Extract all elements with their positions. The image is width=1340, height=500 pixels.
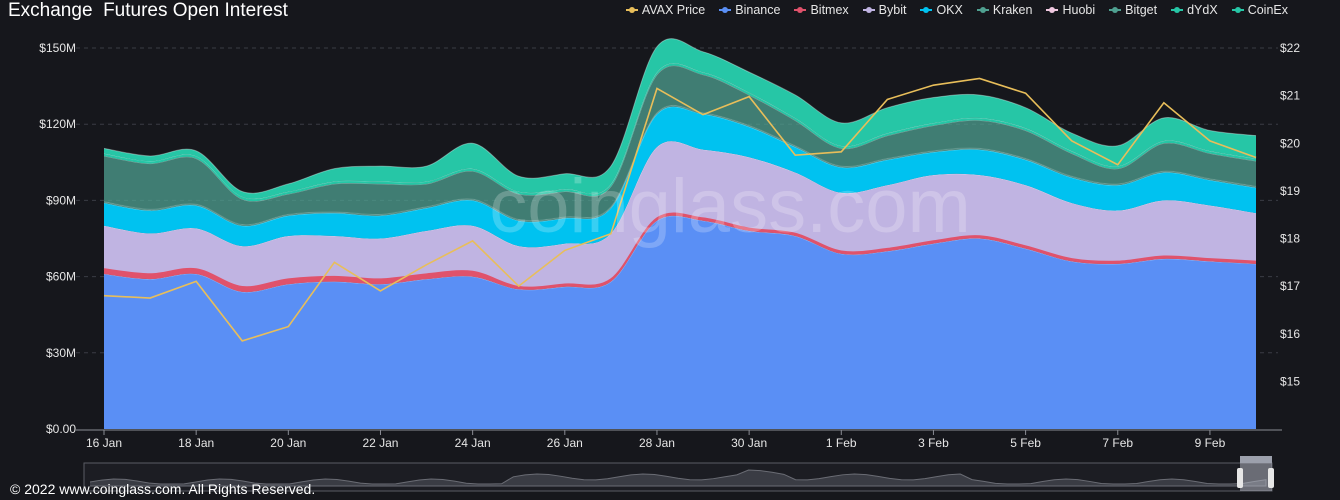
chart-legend: AVAX Price Binance Bitmex Bybit OKX Kraken Huo…: [625, 3, 1288, 17]
stacked-areas: [103, 38, 1257, 429]
watermark: coinglass.com: [489, 164, 971, 249]
chart-title: Exchange Futures Open Interest: [8, 0, 288, 21]
legend-label: Bitmex: [810, 3, 849, 17]
legend-swatch: [1171, 7, 1184, 13]
legend-swatch: [719, 7, 732, 13]
x-axis: 16 Jan 18 Jan 20 Jan 22 Jan 24 Jan 26 Jan 28 J…: [76, 429, 1282, 450]
legend-label: CoinEx: [1247, 3, 1288, 17]
legend-item-huobi[interactable]: Huobi: [1046, 3, 1095, 17]
legend-swatch: [625, 7, 638, 13]
bitmex-line: [103, 212, 1257, 289]
legend-item-bybit[interactable]: Bybit: [862, 3, 907, 17]
area-okx: [104, 106, 1256, 248]
legend-item-bitget[interactable]: Bitget: [1109, 3, 1157, 17]
y-left-tick: $90M: [46, 193, 76, 207]
x-tick-label: 20 Jan: [270, 436, 306, 450]
left-axis: $0.00 $30M $60M $90M $120M $150M: [39, 41, 76, 436]
y-left-tick: $60M: [46, 270, 76, 284]
legend-swatch: [1231, 7, 1244, 13]
legend-swatch: [794, 7, 807, 13]
y-right-tick: $19: [1280, 184, 1300, 198]
zoom-slider[interactable]: [83, 456, 1274, 492]
x-tick-label: 26 Jan: [547, 436, 583, 450]
legend-item-avax-price[interactable]: AVAX Price: [625, 3, 706, 17]
legend-label: Bybit: [878, 3, 907, 17]
x-tick-label: 24 Jan: [455, 436, 491, 450]
slider-preview: [89, 469, 1267, 487]
y-right-tick: $22: [1280, 41, 1300, 55]
y-left-tick: $150M: [39, 41, 76, 55]
legend-swatch: [1046, 7, 1059, 13]
legend-item-dydx[interactable]: dYdX: [1171, 3, 1218, 17]
y-right-tick: $15: [1280, 374, 1300, 388]
right-axis: $15 $16 $17 $18 $19 $20 $21 $22: [1280, 41, 1300, 388]
legend-label: dYdX: [1187, 3, 1218, 17]
x-tick-label: 3 Feb: [918, 436, 949, 450]
area-edge-coinex: [103, 38, 1257, 194]
y-left-tick: $120M: [39, 117, 76, 131]
x-tick-label: 30 Jan: [731, 436, 767, 450]
x-tick-label: 18 Jan: [178, 436, 214, 450]
area-binance: [104, 215, 1256, 429]
legend-item-okx[interactable]: OKX: [920, 3, 963, 17]
slider-window: [1240, 463, 1272, 491]
x-tick-label: 16 Jan: [86, 436, 122, 450]
legend-label: Binance: [735, 3, 781, 17]
x-tick-label: 5 Feb: [1010, 436, 1041, 450]
legend-label: Huobi: [1062, 3, 1096, 17]
slider-handle-left: [1237, 468, 1243, 488]
slider-handle-right: [1268, 468, 1274, 488]
area-coinex: [104, 38, 1256, 199]
y-right-tick: $18: [1280, 232, 1300, 246]
x-tick-label: 1 Feb: [826, 436, 857, 450]
legend-item-kraken[interactable]: Kraken: [976, 3, 1033, 17]
legend-label: AVAX Price: [641, 3, 706, 17]
legend-label: OKX: [936, 3, 963, 17]
legend-swatch: [920, 7, 933, 13]
y-left-tick: $30M: [46, 346, 76, 360]
area-bitget: [104, 65, 1256, 225]
avax-price-line: [103, 77, 1257, 342]
legend-label: Kraken: [992, 3, 1033, 17]
legend-swatch: [1109, 7, 1122, 13]
y-left-tick: $0.00: [46, 422, 76, 436]
legend-label: Bitget: [1125, 3, 1158, 17]
y-right-tick: $20: [1280, 136, 1300, 150]
legend-swatch: [976, 7, 989, 13]
x-tick-label: 22 Jan: [362, 436, 398, 450]
copyright-text: © 2022 www.coinglass.com. All Rights Res…: [10, 481, 316, 497]
legend-item-coinex[interactable]: CoinEx: [1231, 3, 1288, 17]
y-right-tick: $16: [1280, 327, 1300, 341]
legend-swatch: [862, 7, 875, 13]
legend-item-binance[interactable]: Binance: [719, 3, 780, 17]
y-right-tick: $21: [1280, 89, 1300, 103]
y-right-tick: $17: [1280, 279, 1300, 293]
legend-item-bitmex[interactable]: Bitmex: [794, 3, 849, 17]
x-tick-label: 9 Feb: [1195, 436, 1226, 450]
x-tick-label: 28 Jan: [639, 436, 675, 450]
area-bybit: [104, 141, 1256, 288]
x-tick-label: 7 Feb: [1102, 436, 1133, 450]
slider-grip: [1240, 456, 1272, 463]
price-line: [103, 77, 1257, 342]
